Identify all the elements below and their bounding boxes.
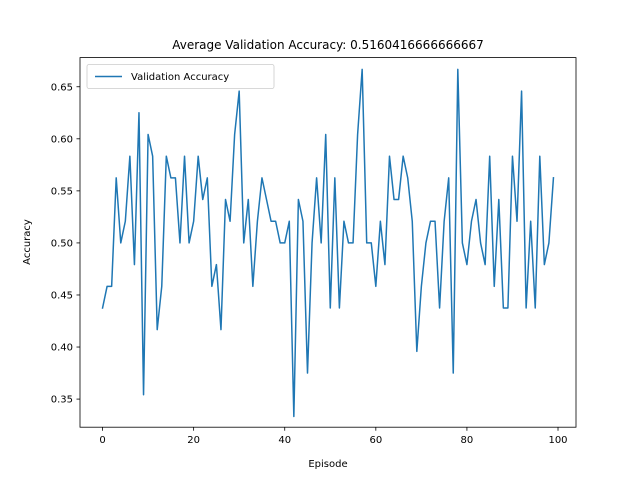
y-axis-label: Accuracy — [22, 219, 33, 265]
chart-title: Average Validation Accuracy: 0.516041666… — [172, 38, 484, 52]
x-tick-label: 60 — [369, 435, 382, 446]
y-axis: 0.35 0.40 0.45 0.50 0.55 0.60 0.65 — [51, 82, 80, 406]
legend: Validation Accuracy — [86, 64, 275, 89]
x-tick-label: 40 — [278, 435, 291, 446]
y-tick-label: 0.50 — [51, 239, 73, 250]
x-tick-label: 0 — [99, 435, 105, 446]
y-tick-label: 0.40 — [51, 343, 73, 354]
legend-label: Validation Accuracy — [131, 72, 229, 83]
x-tick-label: 100 — [548, 435, 567, 446]
y-tick-label: 0.45 — [51, 291, 73, 302]
x-tick-label: 20 — [187, 435, 200, 446]
series-line-0 — [101, 68, 555, 418]
y-tick-label: 0.65 — [51, 82, 73, 93]
y-tick-label: 0.60 — [51, 134, 73, 145]
legend-frame — [86, 64, 275, 89]
x-tick-label: 80 — [461, 435, 474, 446]
x-axis-label: Episode — [308, 459, 347, 470]
series-layer — [101, 68, 555, 418]
plot-frame — [79, 57, 577, 428]
y-tick-label: 0.35 — [51, 395, 73, 406]
x-axis: 0 20 40 60 80 100 — [99, 427, 568, 446]
y-tick-label: 0.55 — [51, 186, 73, 197]
